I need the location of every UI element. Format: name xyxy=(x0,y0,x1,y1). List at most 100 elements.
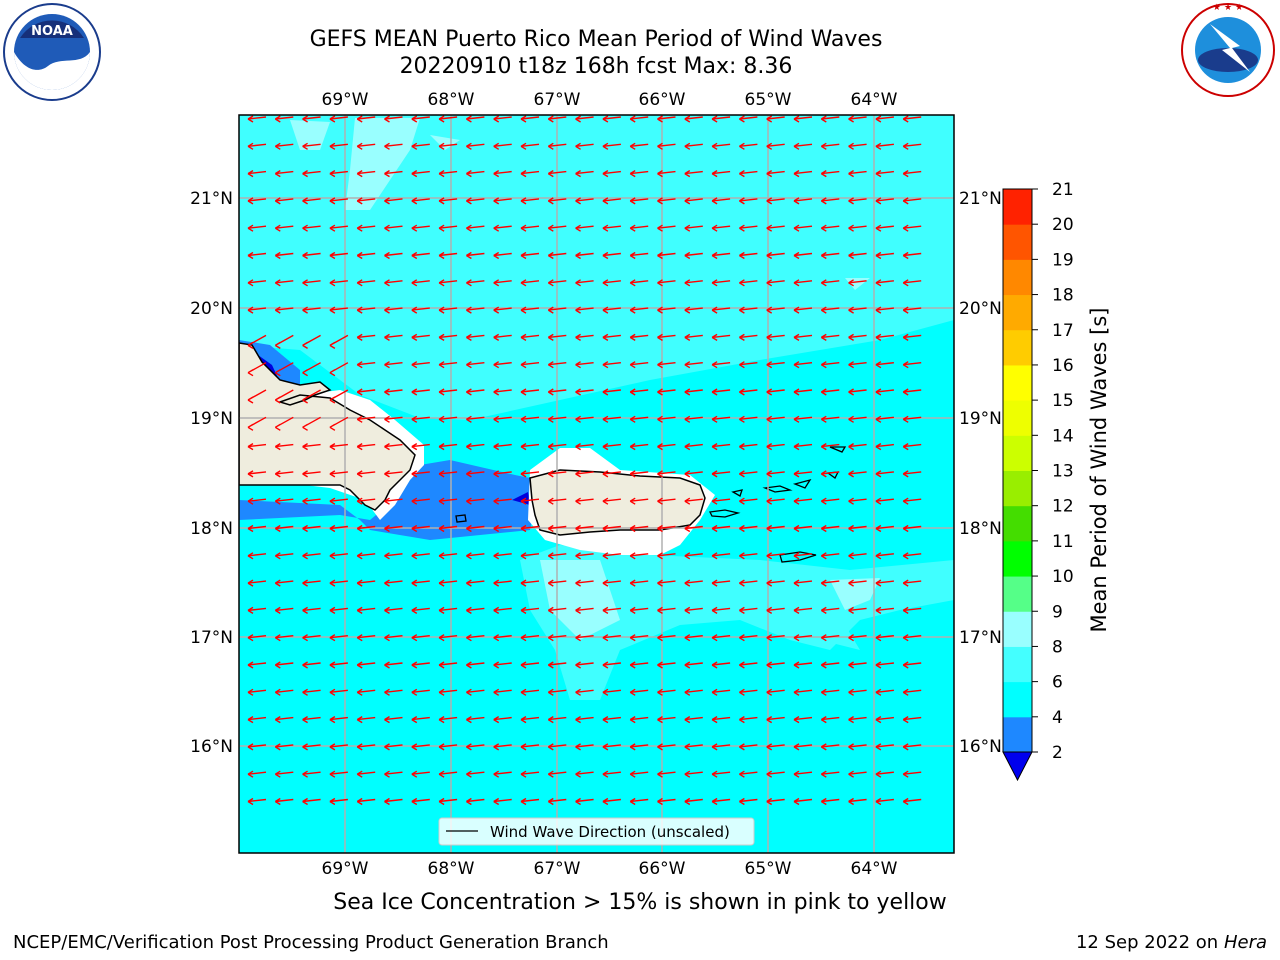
lon-label: 65°W xyxy=(745,90,792,110)
wind-wave-arrow xyxy=(848,415,867,423)
wind-wave-arrow xyxy=(384,524,403,533)
wind-wave-arrow xyxy=(739,715,758,724)
wind-wave-arrow xyxy=(520,388,540,396)
wind-wave-arrow xyxy=(329,279,348,287)
wind-wave-arrow xyxy=(274,715,294,724)
wind-wave-arrow xyxy=(547,224,567,232)
wind-wave-arrow xyxy=(766,470,785,478)
wind-wave-arrow xyxy=(438,306,458,314)
lon-label: 64°W xyxy=(851,859,898,879)
wind-wave-arrow xyxy=(684,442,703,451)
wind-wave-arrow xyxy=(684,169,703,178)
wind-wave-arrow xyxy=(793,715,813,724)
wind-wave-arrow xyxy=(411,361,430,369)
wind-wave-arrow xyxy=(547,552,567,560)
wind-wave-arrow xyxy=(520,279,540,287)
wind-wave-arrow xyxy=(739,142,758,150)
wind-wave-arrow xyxy=(820,306,840,314)
wind-wave-arrow xyxy=(848,743,867,751)
wind-wave-arrow xyxy=(820,606,840,615)
wind-wave-arrow xyxy=(466,634,485,642)
wind-wave-arrow xyxy=(602,306,621,314)
lon-label: 69°W xyxy=(322,859,369,879)
wind-wave-arrow xyxy=(575,361,594,369)
wind-wave-arrow xyxy=(875,579,894,587)
wind-wave-arrow xyxy=(875,442,894,451)
wind-wave-arrow xyxy=(793,251,813,260)
map-legend: Wind Wave Direction (unscaled) xyxy=(438,817,755,846)
wind-wave-arrow xyxy=(875,415,894,423)
wind-wave-arrow xyxy=(711,115,731,123)
wind-wave-arrow xyxy=(902,115,922,123)
wind-wave-arrow xyxy=(438,415,458,423)
wind-wave-arrow xyxy=(575,415,594,423)
wind-wave-arrow xyxy=(329,579,348,587)
wind-wave-arrow xyxy=(575,197,594,205)
wind-wave-arrow xyxy=(875,715,894,724)
wind-wave-arrow xyxy=(520,470,540,478)
colorbar-tick-label: 16 xyxy=(1052,356,1074,376)
wind-wave-arrow xyxy=(274,688,294,696)
wind-wave-arrow xyxy=(766,142,785,150)
wind-wave-arrow xyxy=(302,661,321,669)
wind-wave-arrow xyxy=(356,606,376,615)
wind-wave-arrow xyxy=(329,442,348,451)
wind-wave-arrow xyxy=(602,497,621,505)
wind-wave-arrow xyxy=(739,115,758,123)
wind-wave-arrow xyxy=(657,634,676,642)
wind-wave-arrow xyxy=(684,197,703,205)
wind-wave-arrow xyxy=(602,442,621,451)
wind-wave-arrow xyxy=(629,306,649,314)
wind-wave-arrow xyxy=(902,279,922,287)
wind-wave-arrow xyxy=(493,279,512,287)
wind-wave-arrow xyxy=(793,688,813,696)
colorbar-tick-label: 17 xyxy=(1052,321,1074,341)
colorbar-tick-label: 12 xyxy=(1052,497,1074,517)
wind-wave-arrow xyxy=(384,552,403,560)
wind-wave-arrow xyxy=(356,743,376,751)
noaa-logo-text: NOAA xyxy=(31,24,73,39)
wind-wave-arrow xyxy=(547,333,567,342)
wind-wave-arrow xyxy=(274,634,294,642)
wind-wave-arrow xyxy=(739,743,758,751)
wind-wave-arrow xyxy=(902,442,922,451)
wind-wave-arrow xyxy=(247,362,267,377)
wind-wave-arrow xyxy=(848,797,867,806)
wind-wave-arrow xyxy=(274,797,294,806)
wind-wave-arrow xyxy=(793,279,813,287)
wind-wave-arrow xyxy=(602,251,621,260)
wind-wave-arrow xyxy=(547,388,567,396)
wind-wave-arrow xyxy=(629,361,649,369)
wind-wave-arrow xyxy=(711,224,731,232)
wind-wave-arrow xyxy=(820,142,840,150)
wind-wave-arrow xyxy=(547,415,567,423)
wind-wave-arrow xyxy=(466,797,485,806)
wind-wave-arrow xyxy=(520,115,540,123)
wind-wave-arrow xyxy=(793,169,813,178)
wind-wave-arrow xyxy=(739,251,758,260)
wind-wave-arrow xyxy=(711,797,731,806)
colorbar-segment xyxy=(1003,329,1032,366)
wind-wave-arrow xyxy=(356,497,376,505)
wind-wave-arrow xyxy=(711,579,731,587)
wind-wave-arrow xyxy=(875,333,894,342)
lat-label: 21°N xyxy=(959,189,1002,209)
wind-wave-arrow xyxy=(657,333,676,342)
colorbar-tick-label: 19 xyxy=(1052,250,1074,270)
wind-wave-arrow xyxy=(547,579,567,587)
wind-wave-arrow xyxy=(247,470,267,478)
wind-wave-arrow xyxy=(820,770,840,778)
wind-wave-arrow xyxy=(520,688,540,696)
lon-label: 69°W xyxy=(322,90,369,110)
wind-wave-arrow xyxy=(793,634,813,642)
wind-wave-arrow xyxy=(247,169,267,178)
colorbar-tick-label: 21 xyxy=(1052,180,1074,200)
wind-wave-arrow xyxy=(575,333,594,342)
wind-wave-arrow xyxy=(302,797,321,806)
wind-wave-arrow xyxy=(711,388,731,396)
wind-wave-arrow xyxy=(547,197,567,205)
wind-wave-arrow xyxy=(629,333,649,342)
wind-wave-arrow xyxy=(329,715,348,724)
wind-wave-arrow xyxy=(547,497,567,505)
